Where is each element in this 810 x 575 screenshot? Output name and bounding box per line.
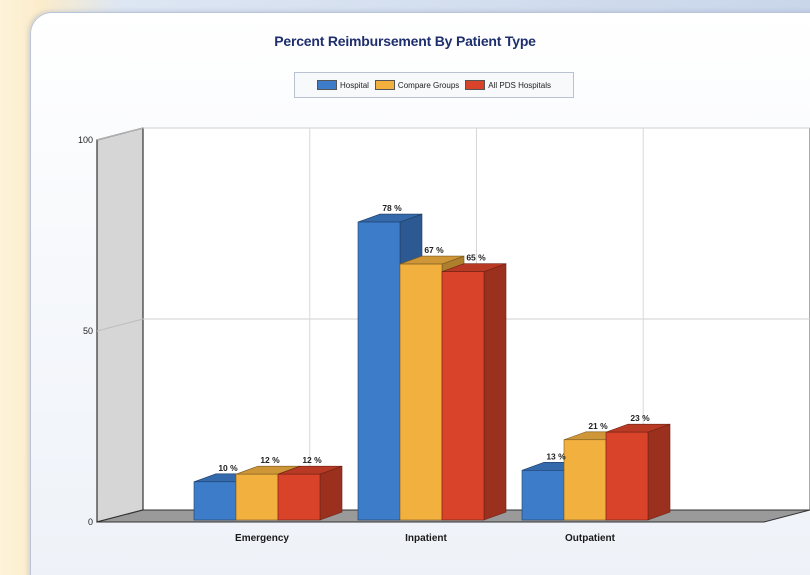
chart-title: Percent Reimbursement By Patient Type <box>274 33 536 49</box>
y-tick-label: 0 <box>88 517 93 527</box>
bar-value-label: 12 % <box>302 455 322 465</box>
legend-label-hospital: Hospital <box>340 80 369 90</box>
bar <box>277 465 343 521</box>
bar-value-label: 10 % <box>218 463 238 473</box>
x-category-label: Emergency <box>235 533 289 544</box>
x-category-label: Outpatient <box>565 533 616 544</box>
bar-front-face <box>399 263 443 521</box>
legend-swatch-hospital <box>317 80 338 90</box>
legend-swatch-all-pds-hospitals <box>465 80 486 90</box>
bar <box>441 263 507 521</box>
bar-side-face <box>319 465 343 521</box>
bar-front-face <box>357 221 401 521</box>
bar-side-face <box>647 423 671 521</box>
bar-value-label: 12 % <box>260 455 280 465</box>
bars-group <box>193 213 671 521</box>
legend-swatch-compare-groups <box>374 80 395 90</box>
y-axis-ticks: 0 50 100 <box>78 135 93 527</box>
bar-front-face <box>563 439 607 521</box>
legend-item-all-pds-hospitals: All PDS Hospitals <box>465 80 551 90</box>
bar-front-face <box>193 481 237 521</box>
gridline-side <box>96 318 144 332</box>
bar-front-face <box>277 473 321 521</box>
legend-label-compare-groups: Compare Groups <box>397 80 460 90</box>
x-axis-labels: Emergency Inpatient Outpatient <box>235 533 616 544</box>
bar-value-label: 21 % <box>588 421 608 431</box>
legend-item-hospital: Hospital <box>317 80 369 90</box>
bar-value-label: 13 % <box>546 451 566 461</box>
bar-value-label: 67 % <box>424 245 444 255</box>
bar-value-label: 65 % <box>466 253 486 263</box>
bar-front-face <box>521 470 565 521</box>
gridline-side <box>96 127 144 141</box>
bar-labels-group: 10 % 12 % 12 % 78 % 67 % 65 % 13 % 21 % 23 % <box>218 203 650 473</box>
bar-value-label: 78 % <box>382 203 402 213</box>
y-tick-label: 100 <box>78 135 93 145</box>
x-category-label: Inpatient <box>405 533 447 544</box>
bar-side-face <box>483 263 507 521</box>
chart-legend: Hospital Compare Groups All PDS Hospital… <box>294 72 574 98</box>
bar-front-face <box>441 271 485 521</box>
bar <box>605 423 671 521</box>
legend-label-all-pds-hospitals: All PDS Hospitals <box>488 80 551 90</box>
y-tick-label: 50 <box>83 326 93 336</box>
bar-value-label: 23 % <box>630 413 650 423</box>
legend-item-compare-groups: Compare Groups <box>374 80 460 90</box>
bar-front-face <box>605 431 649 521</box>
bar-front-face <box>235 473 279 521</box>
